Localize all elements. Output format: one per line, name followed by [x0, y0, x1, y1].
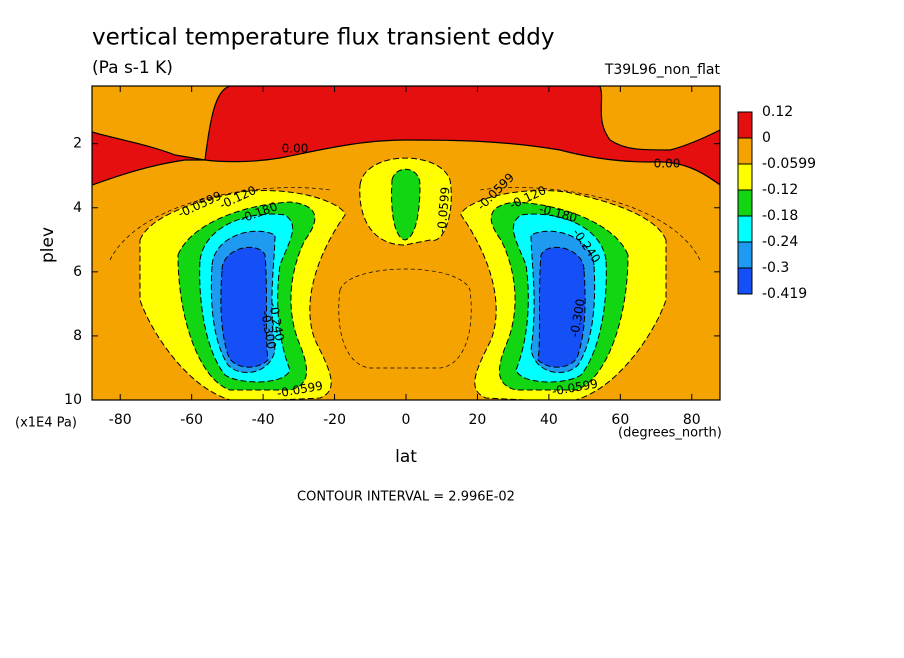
colorbar-label: -0.419	[762, 286, 807, 302]
contour-label: 0.00	[282, 142, 309, 156]
units: (Pa s-1 K)	[92, 58, 173, 78]
contour-line	[338, 268, 472, 369]
y-units: (x1E4 Pa)	[15, 416, 77, 431]
x-tick-label: 60	[611, 412, 629, 428]
colorbar-label: 0	[762, 130, 771, 146]
contour-fill	[391, 168, 421, 241]
x-tick-label: -60	[180, 412, 203, 428]
contour-label: -0.240	[266, 302, 287, 343]
x-units: (degrees_north)	[618, 426, 722, 441]
x-tick-label: 80	[683, 412, 701, 428]
contour-label: -0.300	[567, 298, 588, 339]
x-tick-label: 40	[540, 412, 558, 428]
contour-label: 0.00	[654, 157, 681, 171]
contour-fill	[92, 86, 720, 186]
colorbar-box	[737, 267, 753, 295]
colorbar-label: -0.12	[762, 182, 798, 198]
colorbar: 0.12 0 -0.0599 -0.12 -0.18 -0.24 -0.3 -0.419	[737, 104, 816, 302]
contour-label: -0.300	[258, 310, 279, 351]
x-axis-title: lat	[395, 447, 417, 467]
x-tick-label: -80	[109, 412, 132, 428]
colorbar-box	[737, 111, 753, 139]
colorbar-box	[737, 215, 753, 243]
colorbar-label: -0.18	[762, 208, 798, 224]
plot-area: -80 -60 -40 -20 0 20 40 60 80 2 4 6 8 10	[64, 85, 721, 428]
y-axis-title: plev	[38, 227, 58, 263]
contour-line	[109, 187, 701, 261]
colorbar-label: 0.12	[762, 104, 793, 120]
y-tick-label: 8	[73, 328, 82, 344]
contour-fill	[220, 246, 269, 368]
contour-fill	[537, 246, 586, 368]
x-tick-label: 0	[402, 412, 411, 428]
contour-label: -0.0599	[435, 186, 453, 233]
run-label: T39L96_non_flat	[604, 62, 721, 78]
y-tick-label: 4	[73, 200, 82, 216]
colorbar-box	[737, 163, 753, 191]
colorbar-box	[737, 189, 753, 217]
y-tick-label: 10	[64, 392, 82, 408]
chart-title: vertical temperature flux transient eddy	[92, 25, 554, 51]
y-tick-label: 6	[73, 264, 82, 280]
colorbar-label: -0.24	[762, 234, 798, 250]
contour-fills	[92, 86, 720, 400]
x-tick-label: 20	[469, 412, 487, 428]
colorbar-box	[737, 241, 753, 269]
y-tick-label: 2	[73, 136, 82, 152]
x-tick-label: -20	[323, 412, 346, 428]
colorbar-label: -0.0599	[762, 156, 816, 172]
x-tick-label: -40	[252, 412, 275, 428]
footer: CONTOUR INTERVAL = 2.996E-02	[297, 490, 515, 505]
colorbar-label: -0.3	[762, 260, 789, 276]
colorbar-box	[737, 137, 753, 165]
